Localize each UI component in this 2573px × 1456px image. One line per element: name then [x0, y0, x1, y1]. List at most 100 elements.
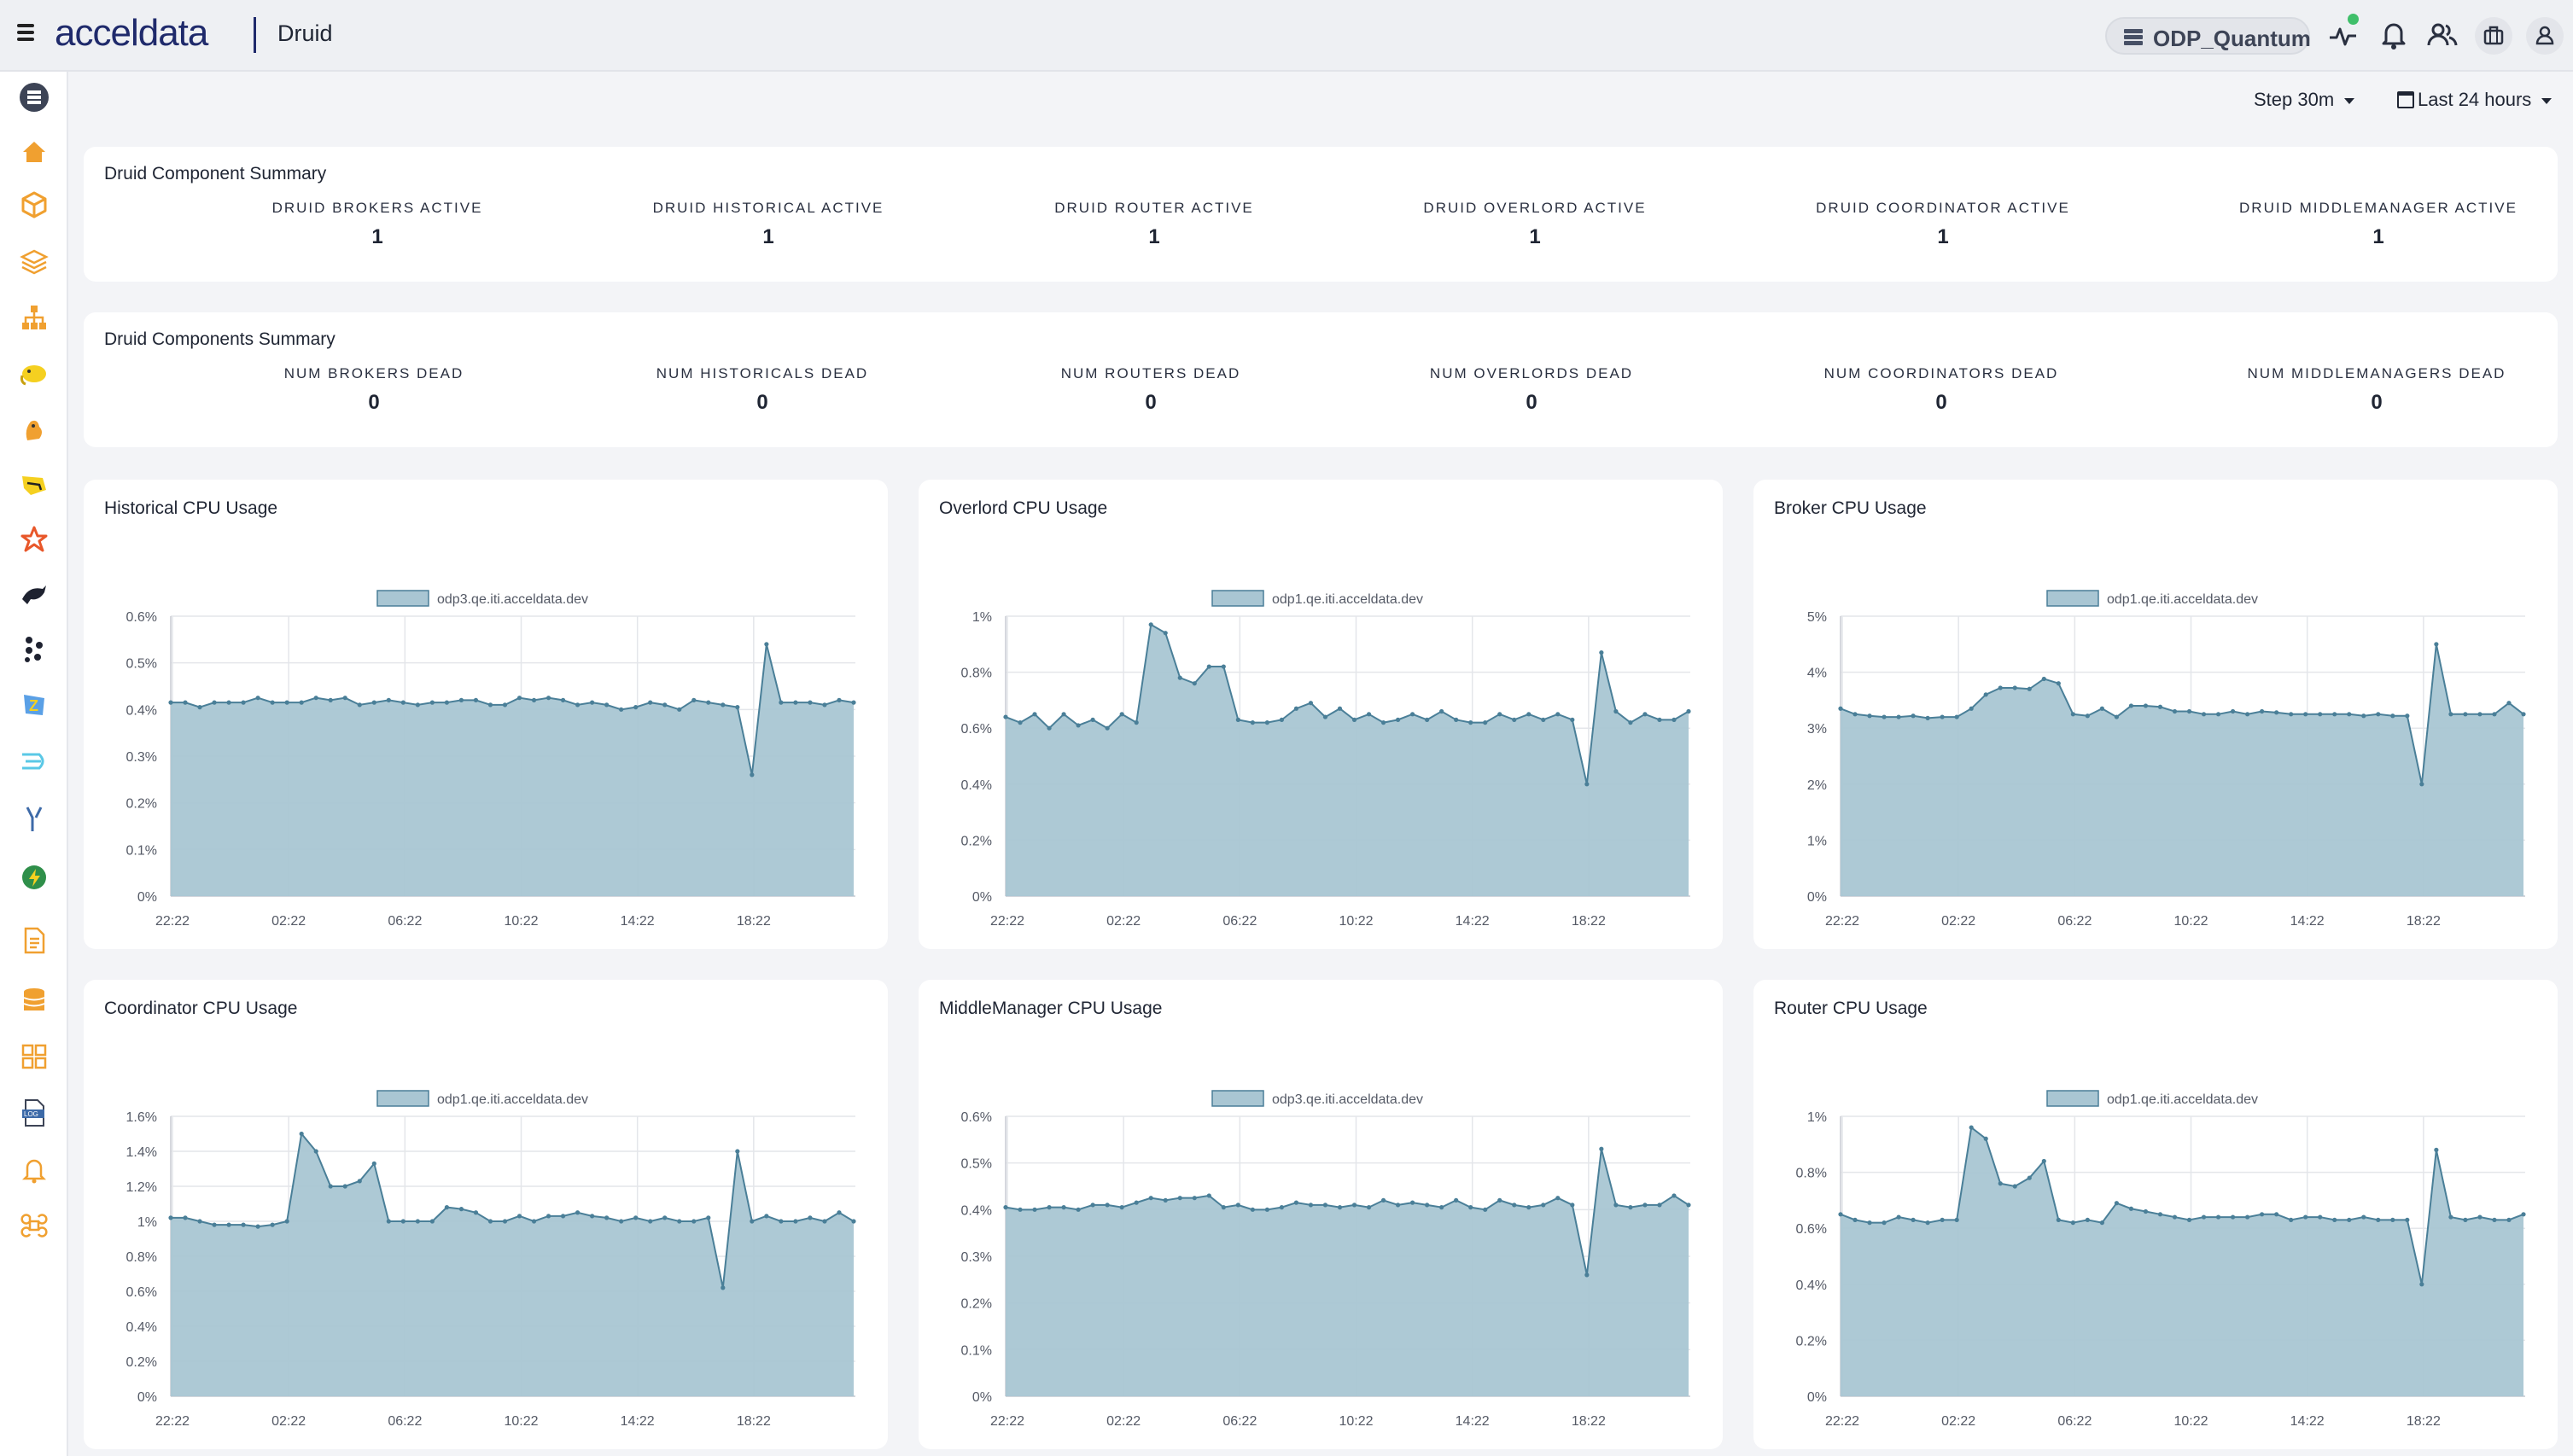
data-point[interactable]: [575, 1210, 581, 1215]
data-point[interactable]: [721, 702, 726, 708]
data-point[interactable]: [516, 1214, 522, 1219]
chart-legend[interactable]: odp1.qe.iti.acceldata.dev: [2046, 1090, 2258, 1107]
data-point[interactable]: [1235, 717, 1240, 722]
data-point[interactable]: [1969, 1125, 1974, 1130]
data-point[interactable]: [1896, 1214, 1901, 1220]
data-point[interactable]: [487, 702, 493, 708]
data-point[interactable]: [1954, 1217, 1959, 1222]
kafka-icon[interactable]: [19, 469, 50, 500]
data-point[interactable]: [197, 705, 202, 710]
nifi-icon[interactable]: [19, 633, 50, 664]
data-point[interactable]: [2143, 703, 2149, 708]
data-point[interactable]: [255, 696, 260, 701]
data-point[interactable]: [546, 1214, 551, 1219]
data-point[interactable]: [1192, 681, 1197, 686]
data-point[interactable]: [1293, 1200, 1299, 1205]
data-point[interactable]: [2157, 1212, 2163, 1217]
data-point[interactable]: [357, 702, 362, 708]
data-point[interactable]: [1221, 1205, 1226, 1210]
data-point[interactable]: [2463, 712, 2468, 717]
data-point[interactable]: [560, 1214, 566, 1219]
data-point[interactable]: [822, 1219, 827, 1224]
data-point[interactable]: [2027, 1175, 2032, 1180]
data-point[interactable]: [2390, 713, 2395, 719]
data-point[interactable]: [357, 1179, 362, 1184]
data-point[interactable]: [1954, 714, 1959, 719]
data-point[interactable]: [2230, 708, 2236, 714]
data-point[interactable]: [1613, 1203, 1619, 1208]
data-point[interactable]: [1018, 1207, 1023, 1212]
data-point[interactable]: [2521, 712, 2526, 717]
data-point[interactable]: [1468, 1205, 1473, 1210]
data-point[interactable]: [2434, 1147, 2439, 1152]
data-point[interactable]: [2244, 712, 2250, 717]
data-point[interactable]: [1852, 1217, 1858, 1222]
data-point[interactable]: [284, 1219, 289, 1224]
data-point[interactable]: [837, 1210, 842, 1215]
data-point[interactable]: [371, 1161, 376, 1166]
data-point[interactable]: [458, 1207, 464, 1212]
data-point[interactable]: [400, 700, 405, 705]
home-icon[interactable]: [19, 137, 50, 167]
data-point[interactable]: [662, 1215, 668, 1220]
data-point[interactable]: [371, 700, 376, 705]
data-point[interactable]: [226, 700, 231, 705]
data-point[interactable]: [1599, 650, 1604, 655]
data-point[interactable]: [1896, 714, 1901, 719]
data-point[interactable]: [1541, 717, 1546, 722]
data-point[interactable]: [1998, 1181, 2003, 1186]
data-point[interactable]: [1409, 1200, 1415, 1205]
data-point[interactable]: [342, 1184, 347, 1189]
data-point[interactable]: [2157, 704, 2163, 709]
data-point[interactable]: [2318, 712, 2323, 717]
data-point[interactable]: [691, 697, 697, 702]
data-point[interactable]: [2012, 1184, 2017, 1189]
data-point[interactable]: [793, 700, 798, 705]
data-point[interactable]: [1264, 720, 1269, 725]
data-point[interactable]: [2099, 706, 2104, 711]
data-point[interactable]: [2463, 1217, 2468, 1222]
data-point[interactable]: [2521, 1212, 2526, 1217]
data-point[interactable]: [429, 1219, 435, 1224]
data-point[interactable]: [241, 1222, 246, 1227]
data-point[interactable]: [2099, 1220, 2104, 1226]
data-point[interactable]: [270, 1222, 275, 1227]
data-point[interactable]: [1032, 712, 1037, 717]
hierarchy-icon[interactable]: [19, 302, 50, 333]
hive-icon[interactable]: [19, 415, 50, 446]
data-point[interactable]: [1337, 706, 1343, 711]
data-point[interactable]: [779, 700, 784, 705]
log-icon[interactable]: LOG: [19, 1098, 50, 1128]
data-point[interactable]: [2347, 1217, 2352, 1222]
druid-icon[interactable]: [19, 579, 50, 609]
data-point[interactable]: [2056, 1217, 2061, 1222]
data-point[interactable]: [2419, 1282, 2424, 1287]
data-point[interactable]: [1337, 1205, 1343, 1210]
data-point[interactable]: [1090, 1203, 1095, 1208]
data-point[interactable]: [750, 1219, 755, 1224]
data-point[interactable]: [1163, 1197, 1168, 1203]
data-point[interactable]: [2085, 713, 2090, 719]
data-point[interactable]: [1206, 664, 1211, 669]
data-point[interactable]: [2332, 712, 2337, 717]
data-point[interactable]: [1148, 1196, 1153, 1201]
data-point[interactable]: [1454, 717, 1459, 722]
data-point[interactable]: [531, 697, 537, 702]
data-point[interactable]: [793, 1219, 798, 1224]
data-point[interactable]: [2506, 1217, 2512, 1222]
data-point[interactable]: [1308, 1203, 1314, 1208]
data-point[interactable]: [1366, 712, 1372, 717]
data-point[interactable]: [2114, 1201, 2120, 1206]
data-point[interactable]: [197, 1219, 202, 1224]
data-point[interactable]: [2215, 712, 2221, 717]
data-point[interactable]: [1983, 1136, 1988, 1141]
data-point[interactable]: [851, 1219, 856, 1224]
data-point[interactable]: [1584, 782, 1590, 787]
data-point[interactable]: [1925, 1220, 1930, 1226]
data-point[interactable]: [1293, 706, 1299, 711]
data-point[interactable]: [677, 1219, 682, 1224]
profile-icon[interactable]: [2526, 17, 2564, 55]
data-point[interactable]: [342, 696, 347, 701]
data-point[interactable]: [721, 1285, 726, 1290]
data-point[interactable]: [1468, 720, 1473, 725]
